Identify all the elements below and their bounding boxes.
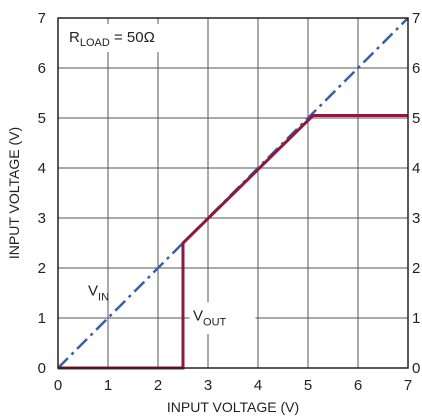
y-tick-label: 0 — [38, 360, 46, 377]
y-tick-label: 7 — [38, 10, 46, 27]
x-tick-label: 7 — [404, 377, 412, 394]
x-tick-label: 5 — [304, 377, 312, 394]
plot-frame — [57, 17, 409, 369]
vin-subscript: IN — [98, 292, 109, 304]
y-axis-title: INPUT VOLTAGE (V) — [6, 127, 22, 259]
x-tick-label: 1 — [104, 377, 112, 394]
right-tick-label: 2 — [412, 260, 420, 277]
x-tick-label: 4 — [254, 377, 262, 394]
vout-main: V — [193, 308, 203, 325]
vout-text: VOUT — [193, 308, 227, 329]
vout-subscript: OUT — [203, 317, 227, 329]
rload-annotation: RLOAD = 50Ω — [64, 24, 180, 52]
right-tick-label: 4 — [412, 160, 420, 177]
vin-main: V — [88, 283, 98, 300]
vin-text: VIN — [88, 283, 109, 304]
right-tick-label: 6 — [412, 60, 420, 77]
rload-rest: = 50Ω — [110, 29, 155, 46]
x-tick-label: 2 — [154, 377, 162, 394]
x-tick-label: 3 — [204, 377, 212, 394]
y-tick-label: 6 — [38, 60, 46, 77]
x-tick-label: 0 — [54, 377, 62, 394]
y-tick-label: 1 — [38, 310, 46, 327]
vout-annotation-background — [189, 302, 256, 334]
vin-annotation: VIN — [88, 283, 109, 304]
y-tick-label: 4 — [38, 160, 46, 177]
vout-annotation: VOUT — [189, 302, 256, 334]
rload-subscript: LOAD — [80, 37, 110, 49]
y-tick-label: 2 — [38, 260, 46, 277]
rload-annotation-background — [64, 24, 180, 52]
right-tick-label: 0 — [412, 360, 420, 377]
x-axis-title: INPUT VOLTAGE (V) — [167, 399, 299, 415]
right-tick-label: 7 — [412, 10, 420, 27]
y-tick-label: 3 — [38, 210, 46, 227]
rload-main: R — [69, 29, 80, 46]
x-tick-label: 6 — [354, 377, 362, 394]
right-tick-label: 5 — [412, 110, 420, 127]
right-tick-label: 1 — [412, 310, 420, 327]
y-tick-label: 5 — [38, 110, 46, 127]
rload-text: RLOAD = 50Ω — [69, 29, 155, 49]
right-tick-label: 3 — [412, 210, 420, 227]
grid — [58, 18, 408, 368]
